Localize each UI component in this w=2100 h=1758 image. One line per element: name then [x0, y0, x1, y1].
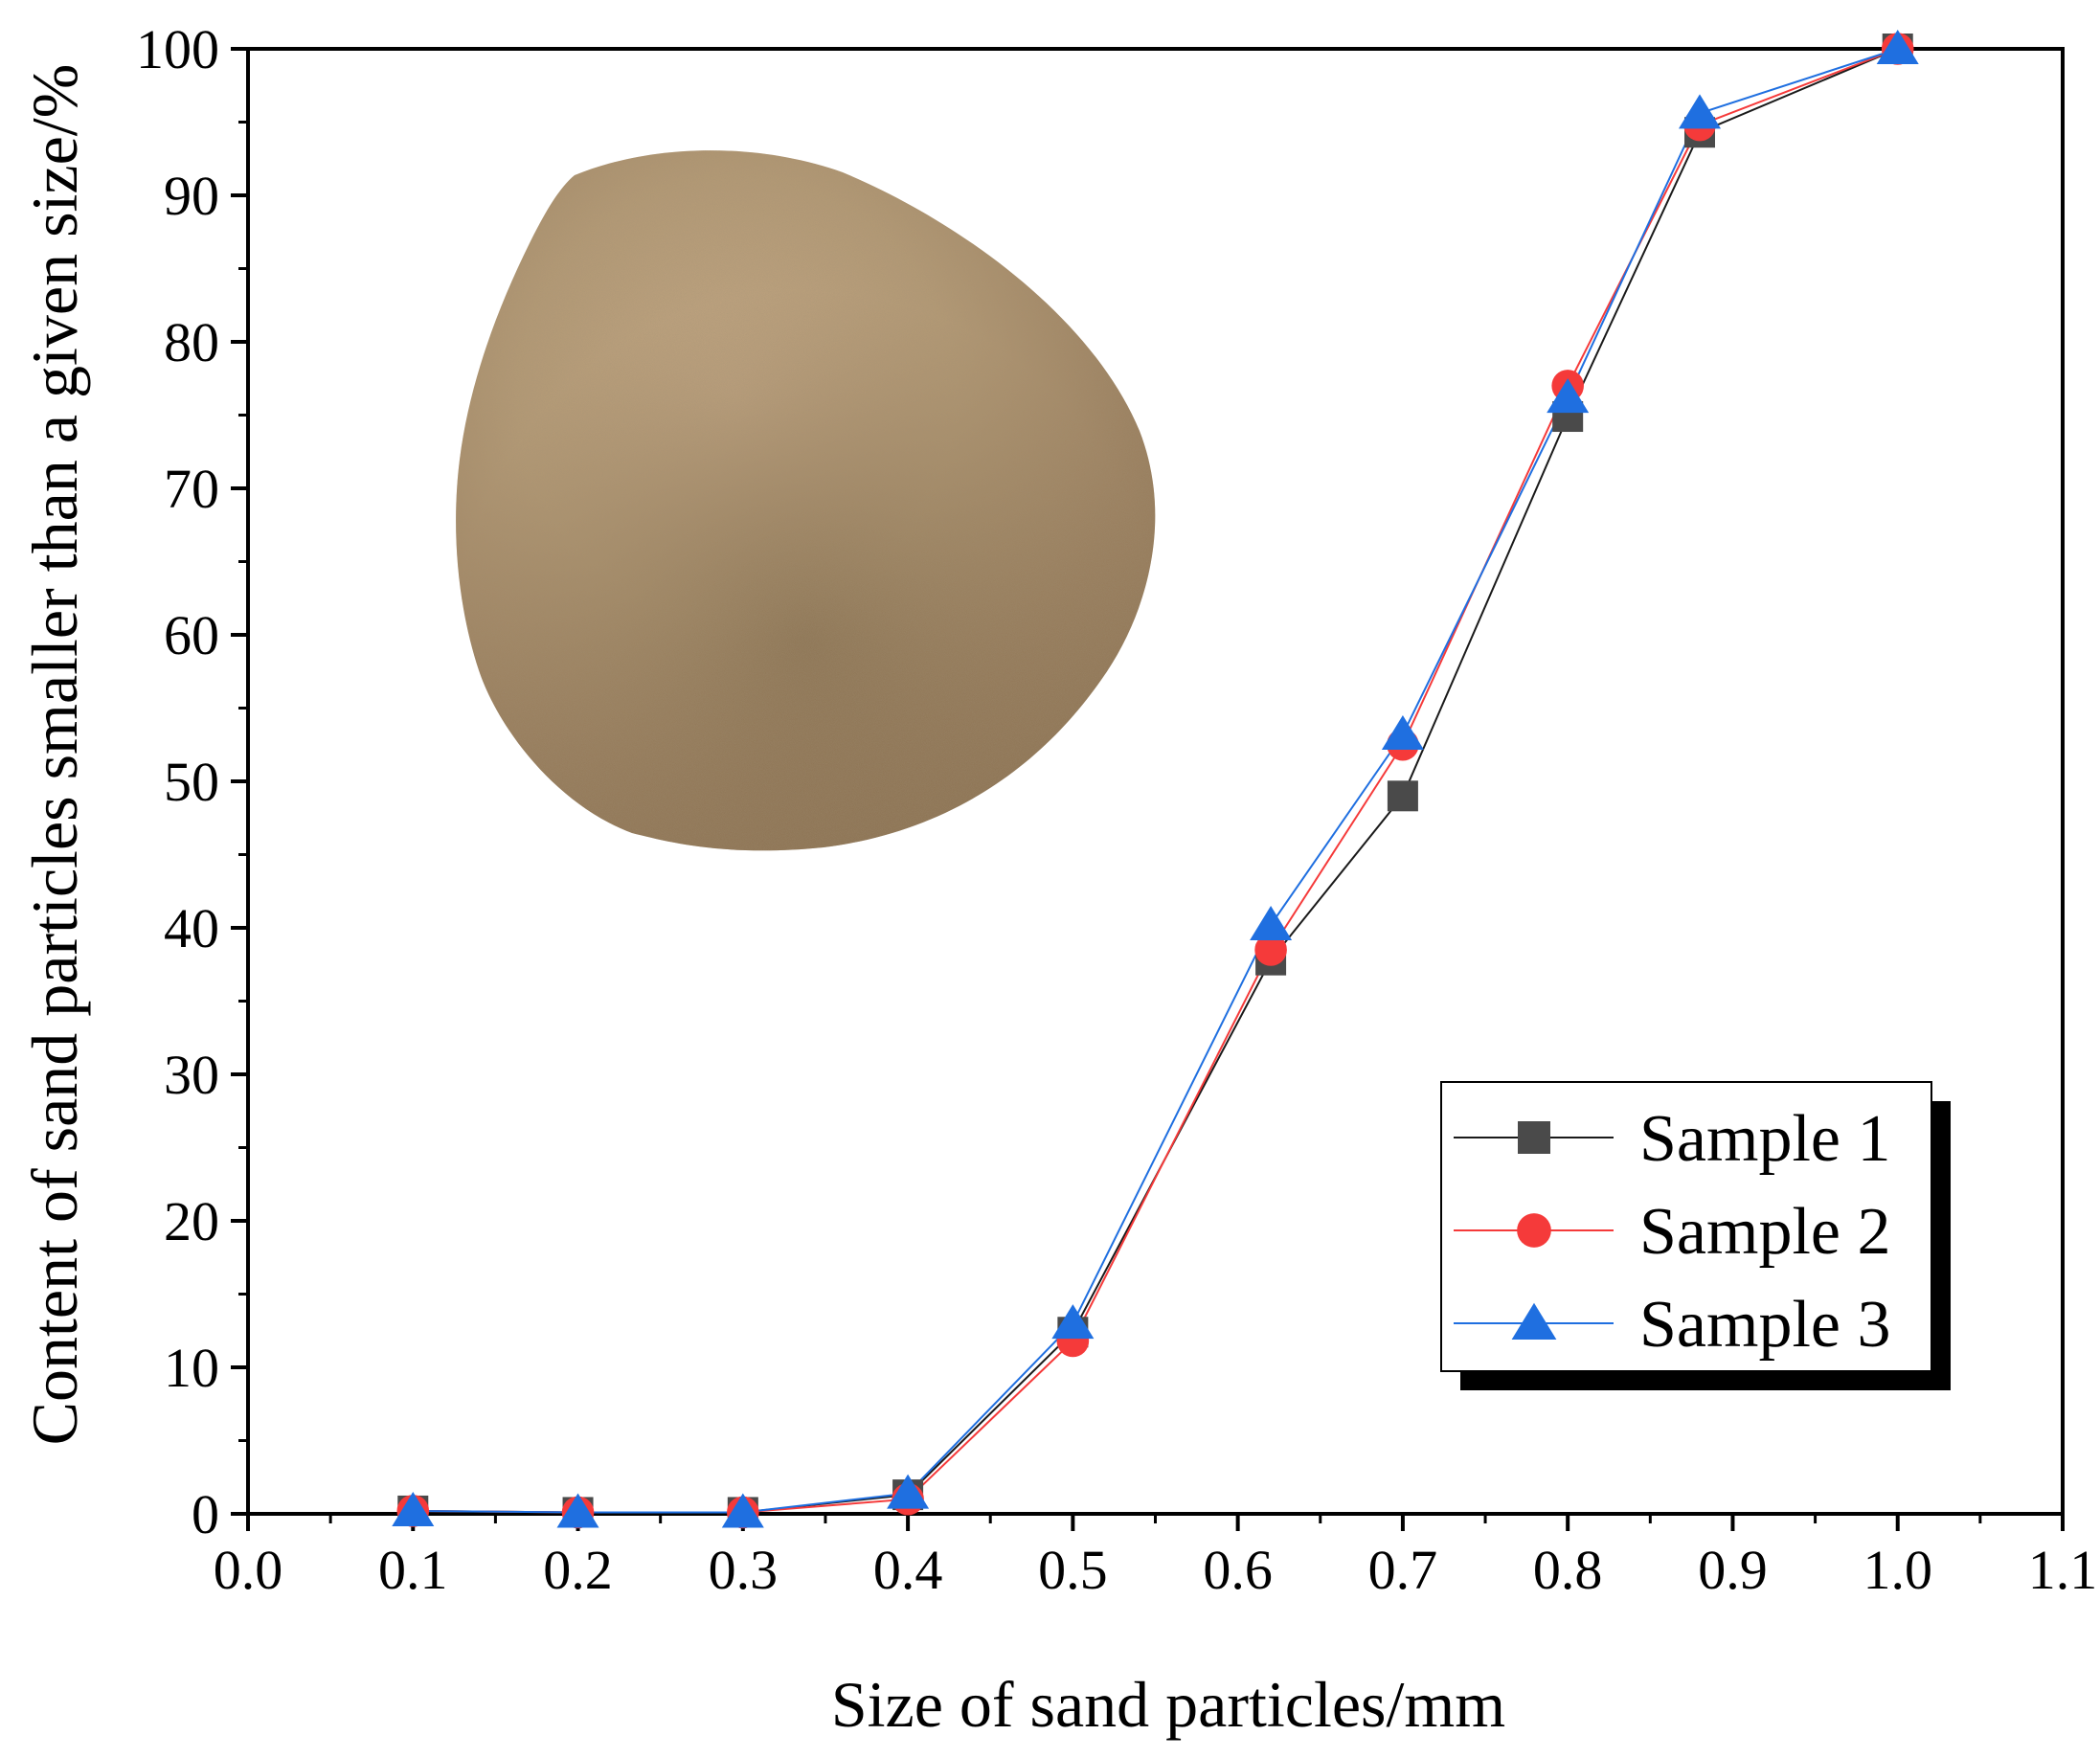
legend: Sample 1 Sample 2 Sample 3: [1440, 1081, 1951, 1390]
y-tick-label: 70: [164, 458, 219, 520]
x-tick-label: 0.2: [543, 1539, 613, 1601]
y-tick-label: 60: [164, 604, 219, 666]
y-tick-label: 20: [164, 1190, 219, 1252]
y-tick-label: 0: [192, 1483, 219, 1545]
data-point-sample-3: [1051, 1304, 1095, 1340]
legend-marker: [1518, 1121, 1550, 1154]
y-tick-label: 40: [164, 897, 219, 959]
series-line-3: [413, 48, 1899, 1514]
x-tick-label: 0.9: [1698, 1539, 1768, 1601]
data-markers: [392, 30, 1919, 1529]
x-tick-label: 0.8: [1533, 1539, 1603, 1601]
x-tick-label: 0.0: [214, 1539, 283, 1601]
y-tick-label: 100: [136, 18, 219, 80]
x-tick-label: 0.5: [1038, 1539, 1108, 1601]
y-tick-label: 90: [164, 165, 219, 227]
y-tick-label: 50: [164, 751, 219, 813]
data-point-sample-3: [392, 1491, 435, 1526]
x-tick-label: 0.3: [709, 1539, 779, 1601]
sand-pile-grain: [456, 150, 1156, 851]
x-tick-label: 0.7: [1368, 1539, 1438, 1601]
data-point-sample-1: [1387, 780, 1418, 812]
y-axis-title: Content of sand particles smaller than a…: [18, 64, 91, 1446]
y-tick-label: 80: [164, 311, 219, 373]
x-tick-label: 1.0: [1863, 1539, 1932, 1601]
y-tick-label: 10: [164, 1337, 219, 1399]
data-point-sample-3: [887, 1474, 930, 1509]
legend-marker: [1511, 1302, 1557, 1340]
x-tick-label: 0.6: [1203, 1539, 1273, 1601]
legend-label: Sample 2: [1639, 1195, 1890, 1269]
data-point-sample-3: [1250, 905, 1293, 940]
sand-pile-photo: [456, 150, 1156, 851]
data-point-sample-3: [556, 1493, 599, 1528]
legend-label: Sample 3: [1639, 1288, 1890, 1362]
x-tick-label: 1.1: [2028, 1539, 2098, 1601]
x-tick-label: 0.1: [378, 1539, 448, 1601]
x-axis-title: Size of sand particles/mm: [831, 1668, 1505, 1741]
legend-label: Sample 1: [1639, 1102, 1890, 1176]
x-tick-label: 0.4: [873, 1539, 943, 1601]
legend-marker: [1517, 1213, 1551, 1248]
data-point-sample-3: [1381, 715, 1424, 751]
ticks: 0.0 0.1 0.2 0.3 0.4 0.5 0.6 0.7 0.8 0.9 1.0 1.1 0 10 2…: [136, 18, 2097, 1601]
data-point-sample-3: [1547, 378, 1590, 414]
series-lines: [413, 48, 1899, 1514]
data-point-sample-2: [1254, 934, 1287, 966]
data-point-sample-3: [721, 1493, 764, 1528]
y-tick-label: 30: [164, 1044, 219, 1106]
data-point-sample-3: [1876, 30, 1919, 64]
data-point-sample-3: [1679, 94, 1721, 129]
